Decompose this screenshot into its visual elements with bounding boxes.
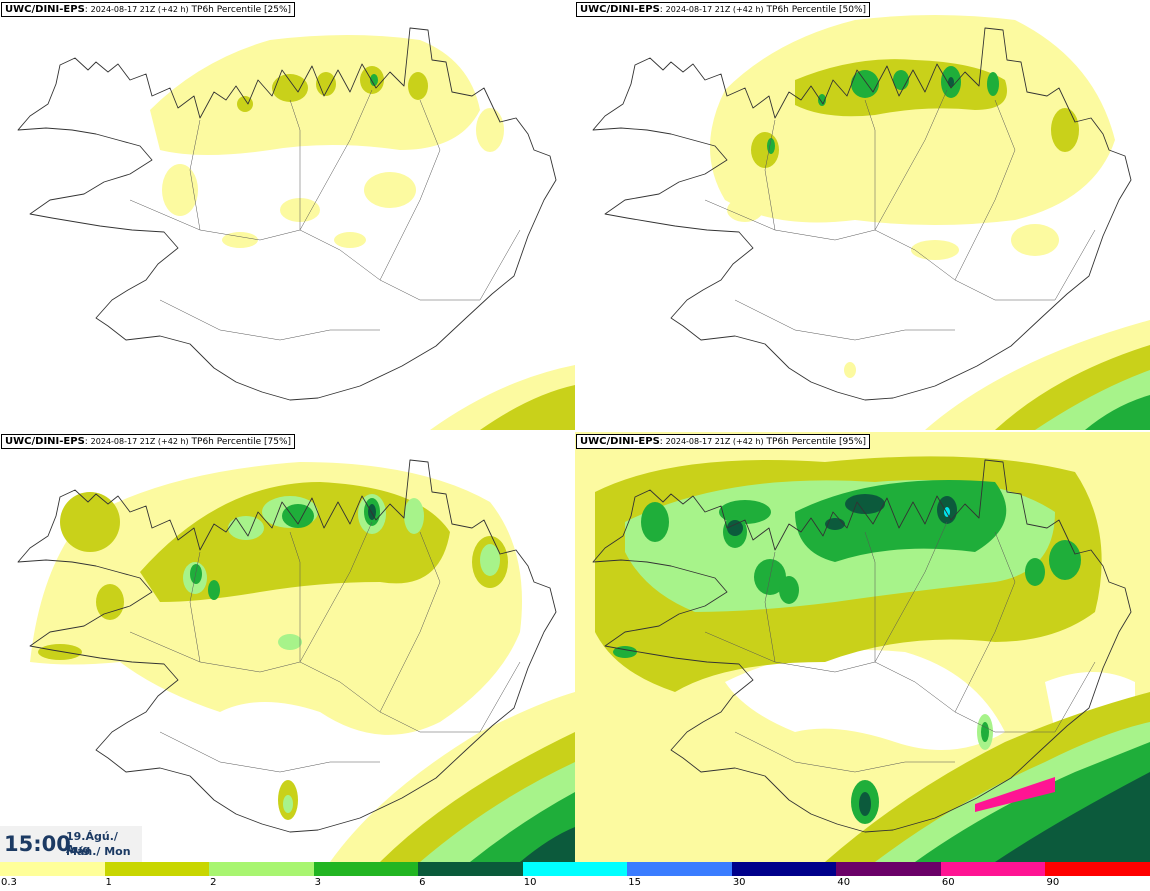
colorbar-swatch <box>104 862 210 876</box>
colorbar-tick-label: 0.3 <box>1 877 17 888</box>
colorbar-tick-label: 1 <box>105 877 112 888</box>
road-network <box>704 521 1096 773</box>
colorbar-swatch <box>836 862 941 876</box>
precip-map <box>17 27 575 430</box>
precip-shading <box>575 432 1150 862</box>
colorbar-tick-label: 60 <box>941 877 955 888</box>
colorbar-swatch <box>418 862 523 876</box>
colorbar <box>0 862 1150 876</box>
colorbar-tick-label: 15 <box>628 877 641 888</box>
map-panel-p95: UWC/DINI-EPS: 2024-08-17 21Z (+42 h) TP6… <box>575 432 1150 862</box>
precip-shading <box>30 462 575 862</box>
panel-title: UWC/DINI-EPS: 2024-08-17 21Z (+42 h) TP6… <box>1 2 296 17</box>
colorbar-swatch <box>0 862 105 876</box>
colorbar-tick-label: 2 <box>210 877 217 888</box>
panel-title: UWC/DINI-EPS: 2024-08-17 21Z (+42 h) TP6… <box>576 2 871 17</box>
valid-day: Mán./ Mon <box>66 845 131 858</box>
precip-shading <box>150 35 575 430</box>
precip-map <box>575 432 1150 862</box>
colorbar-tick-label: 3 <box>314 877 321 888</box>
coastline <box>17 27 557 401</box>
colorbar-tick-label: 90 <box>1046 877 1060 888</box>
colorbar-swatch <box>627 862 732 876</box>
road-network <box>129 89 521 341</box>
road-network <box>704 89 1096 341</box>
valid-date: 19.Ágú./ Aug <box>66 830 118 856</box>
precip-shading <box>710 15 1150 430</box>
coastline <box>592 459 1132 833</box>
colorbar-tick-label: 30 <box>732 877 746 888</box>
colorbar-swatch <box>522 862 628 876</box>
colorbar-tick-label: 10 <box>523 877 537 888</box>
colorbar-tick-label: 40 <box>837 877 851 888</box>
colorbar-tick-label: 6 <box>419 877 426 888</box>
map-panel-p75: UWC/DINI-EPS: 2024-08-17 21Z (+42 h) TP6… <box>0 432 575 862</box>
road-network <box>129 521 521 773</box>
precip-map <box>592 15 1150 430</box>
valid-time-box: 15:00 19.Ágú./ Aug Mán./ Mon <box>0 826 142 862</box>
colorbar-swatch <box>731 862 837 876</box>
colorbar-swatch <box>313 862 419 876</box>
colorbar-swatch <box>209 862 314 876</box>
panel-title: UWC/DINI-EPS: 2024-08-17 21Z (+42 h) TP6… <box>1 434 296 449</box>
panel-title: UWC/DINI-EPS: 2024-08-17 21Z (+42 h) TP6… <box>576 434 871 449</box>
precip-map <box>17 459 575 862</box>
colorbar-swatch <box>940 862 1046 876</box>
coastline <box>592 27 1132 401</box>
coastline <box>17 459 557 833</box>
colorbar-swatch <box>1045 862 1150 876</box>
valid-time: 15:00 <box>4 832 71 856</box>
map-panel-p50: UWC/DINI-EPS: 2024-08-17 21Z (+42 h) TP6… <box>575 0 1150 430</box>
map-panel-p25: UWC/DINI-EPS: 2024-08-17 21Z (+42 h) TP6… <box>0 0 575 430</box>
